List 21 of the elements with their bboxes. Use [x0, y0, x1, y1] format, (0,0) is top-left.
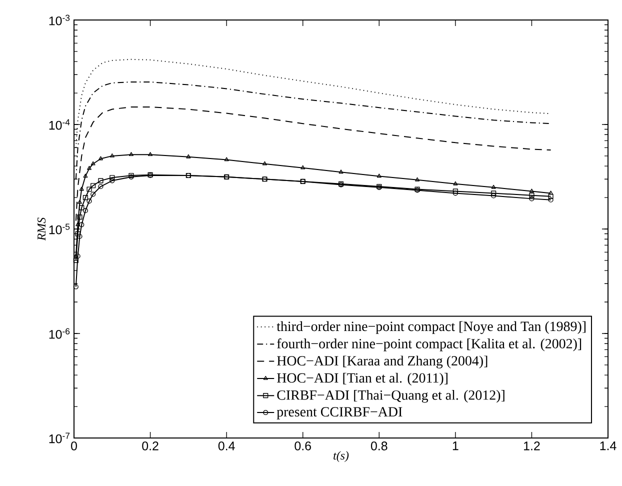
- x-tick-label: 1.2: [524, 442, 540, 450]
- legend-label: third−order nine−point compact [Noye and Tan (1989)]: [276, 321, 586, 334]
- x-tick-label: 1: [452, 442, 458, 450]
- y-tick-label: 10$^{-7}$: [49, 432, 70, 444]
- y-tick-label: 10$^{-5}$: [49, 224, 70, 234]
- x-tick-label: 1.4: [600, 442, 616, 450]
- x-tick-label: 0.4: [218, 442, 235, 450]
- legend-label: present CCIRBF−ADI: [276, 407, 402, 420]
- x-tick-label: 0.8: [370, 442, 388, 450]
- legend-label: fourth−order nine−point compact [Kalita et al. (2002)]: [277, 338, 582, 352]
- x-axis-title: t(s): [334, 451, 349, 462]
- legend-label: HOC−ADI [Karaa and Zhang (2004)]: [277, 356, 488, 368]
- y-tick-label: 10$^{-3}$: [49, 14, 70, 26]
- y-tick-label: 10$^{-6}$: [49, 328, 70, 339]
- legend-label: CIRBF−ADI [Thai−Quang et al. (2012)]: [277, 390, 504, 403]
- x-tick-label: 0.6: [294, 442, 311, 450]
- y-tick-label: 10$^{-4}$: [49, 119, 70, 130]
- y-axis-title: RMS: [38, 218, 46, 241]
- legend-label: HOC−ADI [Tian et al. (2011)]: [277, 372, 448, 386]
- x-tick-label: 0.2: [142, 442, 158, 450]
- x-tick-label: 0: [71, 442, 77, 450]
